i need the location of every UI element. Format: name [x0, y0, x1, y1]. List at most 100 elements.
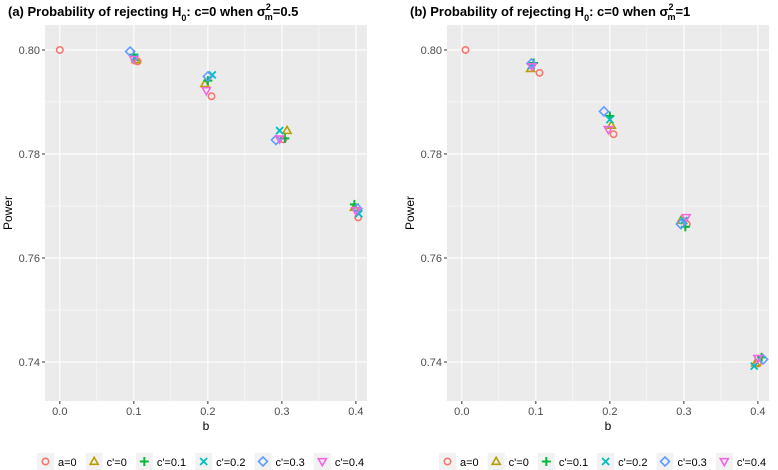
legend-key-box: [313, 453, 331, 470]
y-tick-label: 0.78: [19, 149, 40, 161]
legend-label: c'=0: [107, 457, 127, 469]
y-tick-label: 0.76: [19, 253, 40, 265]
legend-item-c01: c'=0.1: [135, 453, 186, 470]
legend-key-box: [85, 453, 103, 470]
point-c04: [602, 125, 614, 136]
panel-b-x-label: b: [605, 419, 612, 433]
point-a0: [753, 359, 762, 368]
legend-b: a=0 c'=0 c'=0.1 c'=0.2 c'=0.3 c'=0.4: [439, 453, 766, 470]
panel-b: (b) Probability of rejecting H0: c=0 whe…: [403, 2, 769, 433]
panel-b-gridlines: [447, 25, 769, 401]
point-c0: [281, 124, 293, 135]
point-c04: [680, 213, 692, 224]
point-a0: [461, 45, 470, 54]
legend-item-c02: c'=0.2: [597, 453, 647, 470]
panel-a-gridlines: [45, 25, 367, 401]
x-tick-label: 0.4: [750, 406, 765, 418]
legend-label: a=0: [58, 457, 77, 469]
legend-key-circle: [443, 457, 452, 466]
legend-key-cross: [601, 457, 610, 466]
point-a0: [609, 130, 618, 139]
point-c02: [605, 115, 614, 124]
legend-item-a0: a=0: [37, 453, 77, 470]
legend-item-c01: c'=0.1: [537, 453, 588, 470]
point-c04: [274, 135, 286, 145]
x-tick-label: 0.2: [602, 406, 617, 418]
x-tick-label: 0.0: [454, 406, 469, 418]
panel-b-x-axis: 0.0 0.1 0.2 0.3 0.4: [454, 401, 766, 418]
panel-b-points: [461, 45, 769, 371]
point-c03: [675, 218, 687, 230]
point-a0: [55, 45, 64, 54]
legend-item-c0: c'=0: [487, 453, 529, 470]
legend-key-plus: [139, 457, 149, 466]
point-a0: [207, 92, 216, 101]
legend-label: c'=0.1: [157, 457, 186, 469]
legend-key-box: [715, 453, 733, 470]
y-tick-label: 0.74: [19, 357, 40, 369]
point-a0: [535, 68, 544, 77]
legend-label: c'=0.1: [559, 457, 588, 469]
point-c04: [752, 354, 764, 365]
panel-a-x-axis: 0.0 0.1 0.2 0.3 0.4: [52, 401, 364, 418]
legend-item-a0: a=0: [439, 453, 479, 470]
legend-key-box: [439, 453, 456, 470]
series-a0: [461, 45, 762, 368]
y-tick-label: 0.80: [421, 45, 442, 57]
panel-a-points: [55, 45, 364, 222]
x-tick-label: 0.3: [274, 406, 289, 418]
legend-key-box: [656, 453, 674, 470]
legend-item-c0: c'=0: [85, 453, 127, 470]
legend-key-box: [487, 453, 505, 470]
point-c03: [202, 70, 214, 83]
legend-item-c02: c'=0.2: [195, 453, 245, 470]
panel-a-y-label: Power: [1, 196, 15, 230]
legend-label: c'=0: [509, 457, 529, 469]
point-c04: [350, 207, 362, 217]
panel-b-title: (b) Probability of rejecting H0: c=0 whe…: [410, 2, 690, 23]
legend-key-box: [37, 453, 54, 470]
x-tick-label: 0.3: [676, 406, 691, 418]
legend-label: c'=0.4: [737, 457, 766, 469]
y-tick-label: 0.74: [421, 357, 442, 369]
point-c03: [270, 134, 282, 146]
legend-label: a=0: [460, 457, 479, 469]
panel-a: (a) Probability of rejecting H0: c=0 whe…: [1, 2, 367, 433]
point-c02: [750, 362, 759, 371]
legend-key-triangle-down: [718, 457, 730, 468]
x-tick-label: 0.0: [52, 406, 67, 418]
x-tick-label: 0.4: [348, 406, 363, 418]
panel-b-y-axis: 0.74 0.76 0.78 0.80: [421, 45, 447, 369]
legend-item-c04: c'=0.4: [715, 453, 766, 470]
legend-key-box: [254, 453, 272, 470]
x-tick-label: 0.1: [126, 406, 141, 418]
y-tick-label: 0.76: [421, 253, 442, 265]
legend-a: a=0 c'=0 c'=0.1 c'=0.2 c'=0.3 c'=0.4: [37, 453, 364, 470]
legend-key-plus: [541, 457, 551, 466]
x-tick-label: 0.2: [200, 406, 215, 418]
point-c02: [208, 70, 217, 80]
panel-a-title: (a) Probability of rejecting H0: c=0 whe…: [8, 2, 298, 23]
legend-item-c03: c'=0.3: [656, 453, 707, 470]
legend-label: c'=0.3: [275, 457, 304, 469]
panel-a-x-label: b: [203, 419, 210, 433]
legend-label: c'=0.2: [216, 457, 245, 469]
legend-key-cross: [199, 457, 208, 466]
point-c04: [526, 63, 538, 73]
legend-label: c'=0.2: [618, 457, 647, 469]
point-c04: [128, 55, 140, 66]
x-tick-label: 0.1: [528, 406, 543, 418]
series-c04: [128, 55, 362, 217]
panel-a-y-axis: 0.74 0.76 0.78 0.80: [19, 45, 45, 369]
panel-b-plot-area: [447, 25, 769, 401]
legend-item-c03: c'=0.3: [254, 453, 305, 470]
legend-key-triangle: [88, 455, 100, 466]
legend-key-circle: [41, 457, 50, 466]
y-tick-label: 0.80: [19, 45, 40, 57]
legend-label: c'=0.3: [677, 457, 706, 469]
legend-key-triangle: [490, 455, 502, 466]
legend-key-diamond: [257, 455, 269, 468]
legend-key-triangle-down: [316, 457, 328, 468]
point-c02: [275, 126, 284, 135]
